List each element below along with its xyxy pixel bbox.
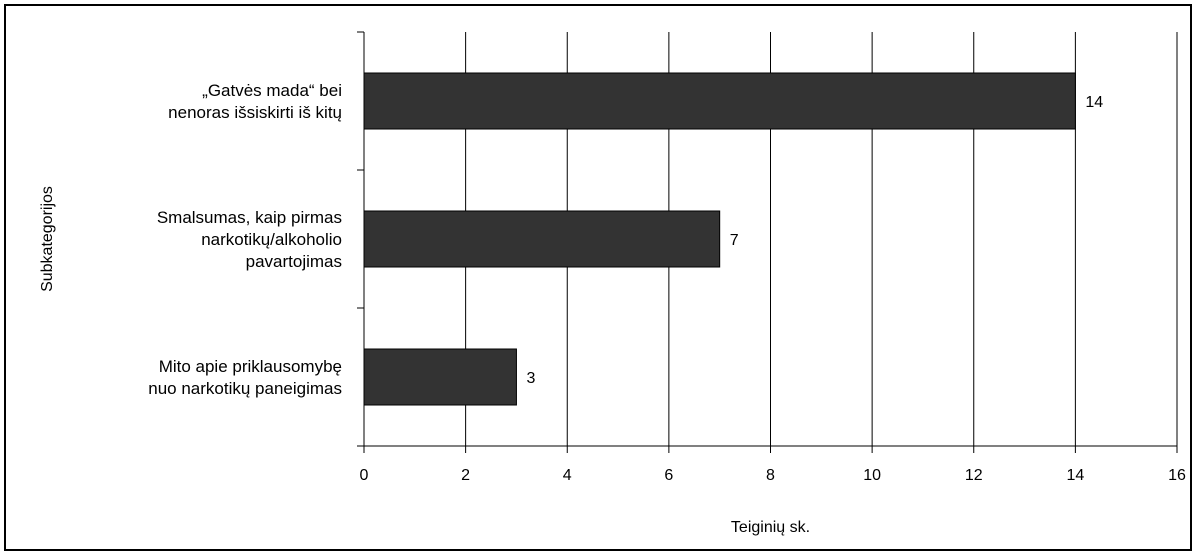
x-tick-label: 16 <box>1168 467 1186 484</box>
bar <box>363 210 721 268</box>
category-label: nuo narkotikų paneigimas <box>148 379 342 398</box>
x-tick-label: 2 <box>461 467 470 484</box>
x-tick-label: 4 <box>563 467 572 484</box>
x-tick-label: 12 <box>965 467 983 484</box>
category-label: „Gatvės mada“ bei <box>202 81 342 100</box>
bar <box>363 72 1076 130</box>
category-label: narkotikų/alkoholio <box>201 230 342 249</box>
x-axis-title: Teiginių sk. <box>731 519 810 536</box>
category-label: Smalsumas, kaip pirmas <box>157 208 342 227</box>
bar <box>363 348 517 406</box>
category-label: Mito apie priklausomybę <box>159 357 342 376</box>
x-tick-label: 0 <box>360 467 369 484</box>
y-axis-title: Subkategorijos <box>39 186 56 292</box>
x-tick-label: 6 <box>664 467 673 484</box>
x-tick-label: 8 <box>766 467 775 484</box>
bars <box>363 72 1076 406</box>
x-tick-label: 14 <box>1066 467 1084 484</box>
data-label: 7 <box>730 232 739 249</box>
x-tick-label: 10 <box>863 467 881 484</box>
category-label: pavartojimas <box>246 252 342 271</box>
labels: 0 2 4 6 8 10 12 14 16 14 „Gatvės mada“ bei nenoras … <box>148 81 1186 484</box>
category-label: nenoras išsiskirti iš kitų <box>168 103 342 122</box>
data-label: 14 <box>1085 94 1103 111</box>
data-label: 3 <box>526 370 535 387</box>
